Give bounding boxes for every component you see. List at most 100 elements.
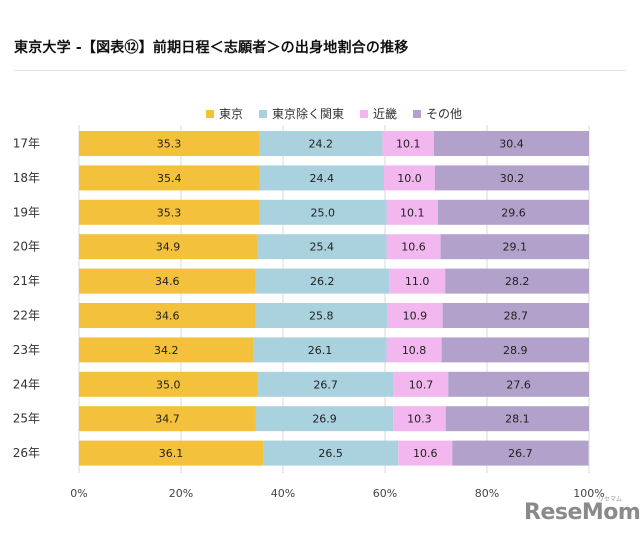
category-label: 17年 bbox=[13, 137, 40, 151]
bar-segment bbox=[79, 337, 254, 363]
data-label: 35.3 bbox=[157, 206, 182, 219]
data-label: 24.4 bbox=[310, 172, 335, 185]
data-label: 10.9 bbox=[403, 310, 428, 323]
category-label: 21年 bbox=[13, 274, 40, 288]
data-label: 27.6 bbox=[506, 378, 531, 391]
data-label: 24.2 bbox=[308, 138, 333, 151]
data-label: 10.1 bbox=[400, 206, 425, 219]
bar-segment bbox=[255, 268, 390, 294]
category-label: 18年 bbox=[13, 171, 40, 185]
bar-segment bbox=[382, 131, 434, 156]
x-tick-label: 60% bbox=[373, 487, 397, 500]
x-tick-label: 40% bbox=[271, 487, 295, 500]
bar-segment bbox=[398, 440, 453, 466]
data-label: 25.4 bbox=[310, 241, 335, 254]
data-label: 10.1 bbox=[396, 138, 421, 151]
bar-segment bbox=[79, 131, 260, 156]
legend-swatch bbox=[360, 110, 368, 118]
bar-segment bbox=[79, 165, 260, 191]
bar-segment bbox=[389, 268, 446, 294]
bar-segment bbox=[386, 337, 442, 363]
data-label: 11.0 bbox=[405, 275, 430, 288]
bar-segment bbox=[452, 440, 589, 466]
bar-segment bbox=[256, 234, 387, 260]
bar-segment bbox=[438, 199, 589, 225]
bar-segment bbox=[259, 165, 384, 191]
data-label: 35.0 bbox=[156, 378, 181, 391]
category-label: 20年 bbox=[13, 240, 40, 254]
legend-label: その他 bbox=[426, 107, 462, 121]
bar-segment bbox=[387, 303, 443, 328]
bar-segment bbox=[253, 337, 387, 363]
bar-segment bbox=[441, 337, 589, 363]
data-label: 30.2 bbox=[500, 172, 525, 185]
bar-segment bbox=[79, 406, 256, 432]
category-label: 24年 bbox=[13, 377, 40, 391]
data-label: 28.9 bbox=[503, 344, 528, 357]
legend-swatch bbox=[259, 110, 267, 118]
bar-segment bbox=[79, 268, 256, 294]
legend: 東京 東京除く関東 近畿 その他 bbox=[206, 106, 462, 121]
category-label: 25年 bbox=[13, 412, 40, 426]
bar-segment bbox=[79, 371, 258, 397]
data-label: 26.9 bbox=[312, 413, 337, 426]
bar-segment bbox=[259, 199, 387, 225]
data-label: 30.4 bbox=[499, 138, 524, 151]
bars: 35.3 24.2 10.1 30.4 35.4 24.4 10.0 30.2 35.3 25.0… bbox=[79, 131, 589, 466]
data-label: 10.3 bbox=[407, 413, 432, 426]
data-label: 26.1 bbox=[308, 344, 333, 357]
category-label: 23年 bbox=[13, 343, 40, 357]
data-label: 10.0 bbox=[397, 172, 422, 185]
x-tick-label: 0% bbox=[70, 487, 87, 500]
data-label: 34.6 bbox=[155, 310, 180, 323]
bar-segment bbox=[442, 303, 589, 328]
bar-segment bbox=[393, 371, 449, 397]
data-label: 35.3 bbox=[157, 138, 182, 151]
data-label: 26.5 bbox=[318, 447, 343, 460]
data-label: 28.2 bbox=[505, 275, 530, 288]
data-label: 34.6 bbox=[155, 275, 180, 288]
data-label: 34.9 bbox=[156, 241, 181, 254]
category-label: 22年 bbox=[13, 309, 40, 323]
bar-segment bbox=[79, 199, 260, 225]
bar-segment bbox=[445, 406, 589, 432]
data-label: 10.6 bbox=[413, 447, 438, 460]
resemom-logo-kana: リセマム bbox=[598, 496, 623, 503]
bar-segment bbox=[383, 165, 435, 191]
bar-segment bbox=[257, 371, 394, 397]
x-axis-ticks: 0% 20% 40% 60% 80% 100% bbox=[70, 487, 604, 500]
data-label: 10.7 bbox=[409, 378, 434, 391]
data-label: 10.8 bbox=[402, 344, 427, 357]
bar-segment bbox=[255, 303, 388, 328]
data-label: 25.8 bbox=[309, 310, 334, 323]
bar-segment bbox=[448, 371, 589, 397]
legend-swatch bbox=[206, 110, 214, 118]
data-label: 28.7 bbox=[504, 310, 529, 323]
data-label: 36.1 bbox=[159, 447, 184, 460]
legend-label: 近畿 bbox=[373, 107, 397, 121]
bar-segment bbox=[79, 303, 256, 328]
bar-segment bbox=[79, 440, 264, 466]
data-label: 25.0 bbox=[311, 206, 336, 219]
legend-label: 東京除く関東 bbox=[272, 106, 344, 121]
bar-segment bbox=[434, 165, 589, 191]
bar-segment bbox=[386, 199, 439, 225]
category-label: 26年 bbox=[13, 446, 40, 460]
data-label: 29.1 bbox=[503, 241, 528, 254]
x-tick-label: 20% bbox=[169, 487, 193, 500]
bar-segment bbox=[263, 440, 399, 466]
bar-segment bbox=[393, 406, 446, 432]
data-label: 26.7 bbox=[508, 447, 533, 460]
bar-segment bbox=[386, 234, 441, 260]
category-label: 19年 bbox=[13, 205, 40, 219]
bar-segment bbox=[259, 131, 383, 156]
data-label: 10.6 bbox=[401, 241, 426, 254]
data-label: 35.4 bbox=[157, 172, 182, 185]
legend-label: 東京 bbox=[219, 107, 243, 121]
bar-segment bbox=[79, 234, 257, 260]
data-label: 34.2 bbox=[154, 344, 179, 357]
data-label: 28.1 bbox=[505, 413, 530, 426]
x-tick-label: 80% bbox=[475, 487, 499, 500]
page-title: 東京大学 -【図表⑫】前期日程＜志願者＞の出身地割合の推移 bbox=[14, 40, 409, 56]
data-label: 26.7 bbox=[313, 378, 338, 391]
